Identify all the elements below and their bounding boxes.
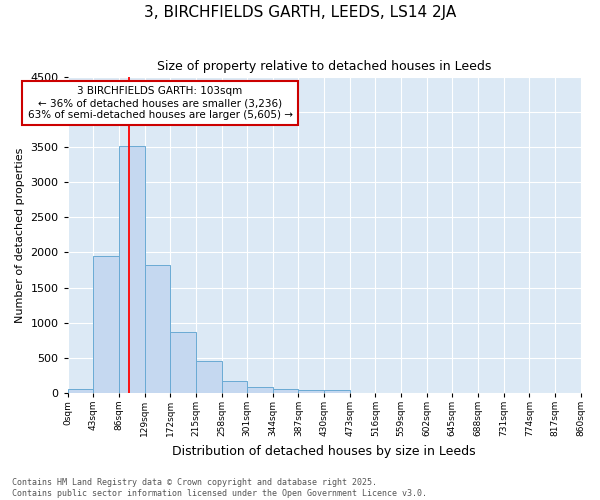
Text: 3, BIRCHFIELDS GARTH, LEEDS, LS14 2JA: 3, BIRCHFIELDS GARTH, LEEDS, LS14 2JA <box>144 5 456 20</box>
X-axis label: Distribution of detached houses by size in Leeds: Distribution of detached houses by size … <box>172 444 476 458</box>
Bar <box>145 265 170 393</box>
Bar <box>298 390 324 393</box>
Bar <box>273 389 298 393</box>
Title: Size of property relative to detached houses in Leeds: Size of property relative to detached ho… <box>157 60 491 73</box>
Bar <box>170 332 196 393</box>
Bar <box>196 362 221 393</box>
Bar <box>68 390 94 393</box>
Text: Contains HM Land Registry data © Crown copyright and database right 2025.
Contai: Contains HM Land Registry data © Crown c… <box>12 478 427 498</box>
Bar <box>324 390 350 393</box>
Bar <box>94 256 119 393</box>
Bar <box>221 382 247 393</box>
Bar <box>119 146 145 393</box>
Bar <box>247 387 273 393</box>
Text: 3 BIRCHFIELDS GARTH: 103sqm
← 36% of detached houses are smaller (3,236)
63% of : 3 BIRCHFIELDS GARTH: 103sqm ← 36% of det… <box>28 86 293 120</box>
Y-axis label: Number of detached properties: Number of detached properties <box>15 147 25 322</box>
